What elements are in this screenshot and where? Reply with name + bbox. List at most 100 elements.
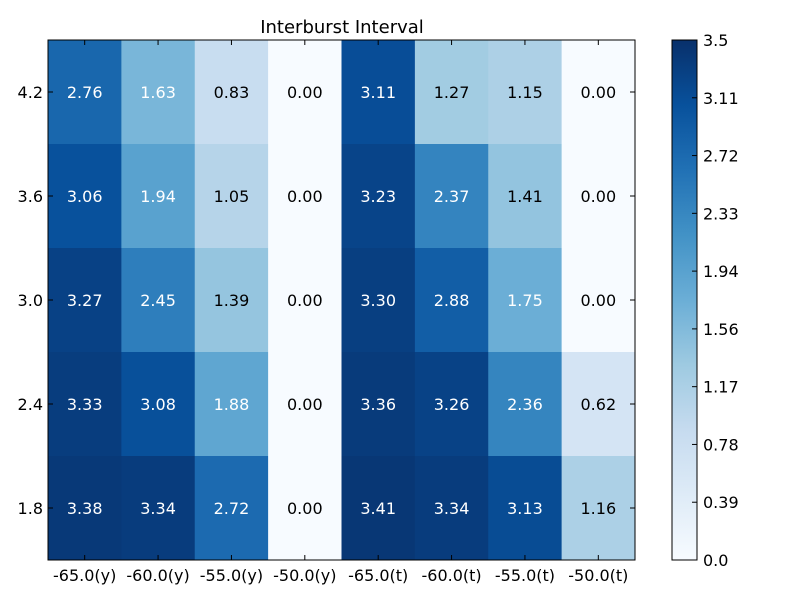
heatmap-cell	[341, 144, 416, 249]
colorbar	[671, 39, 698, 561]
cell-value-label: 0.62	[581, 395, 617, 414]
cell-value-label: 3.36	[360, 395, 396, 414]
heatmap-cell	[488, 144, 563, 249]
y-tick-label: 2.4	[18, 395, 43, 414]
cell-value-label: 0.00	[581, 187, 617, 206]
cell-value-label: 3.06	[67, 187, 103, 206]
colorbar-tick-label: 2.33	[703, 204, 739, 223]
cell-value-label: 3.13	[507, 499, 543, 518]
cell-value-label: 3.11	[360, 83, 396, 102]
heatmap-cell	[561, 40, 636, 145]
cell-value-label: 1.15	[507, 83, 543, 102]
heatmap-cell	[268, 40, 342, 145]
x-tick-label: -50.0(y)	[273, 566, 336, 585]
cell-value-label: 1.75	[507, 291, 543, 310]
heatmap-cell	[268, 352, 342, 457]
cell-value-label: 1.63	[140, 83, 176, 102]
heatmap-cell	[414, 352, 489, 457]
x-tick-label: -50.0(t)	[568, 566, 628, 585]
x-tick-label: -55.0(y)	[200, 566, 263, 585]
cell-value-label: 1.94	[140, 187, 176, 206]
colorbar-axis: 0.0 0.39 0.78 1.17 1.56 1.94 2.33 2.72 3.11 3.5	[692, 31, 739, 570]
cell-value-label: 3.23	[360, 187, 396, 206]
cell-value-label: 1.41	[507, 187, 543, 206]
cell-value-label: 1.16	[581, 499, 617, 518]
heatmap-cell	[488, 352, 563, 457]
cell-value-label: 3.33	[67, 395, 103, 414]
heatmap-cell	[121, 456, 196, 561]
heatmap-cell	[414, 40, 489, 145]
colorbar-tick-label: 0.39	[703, 493, 739, 512]
x-tick-label: -60.0(y)	[126, 566, 189, 585]
heatmap-cell	[48, 40, 122, 145]
x-tick-label: -65.0(y)	[53, 566, 116, 585]
heatmap-cell	[194, 352, 269, 457]
cell-value-label: 0.00	[581, 83, 617, 102]
y-axis: 4.2 3.6 3.0 2.4 1.8	[18, 83, 635, 518]
y-tick-label: 3.6	[18, 187, 43, 206]
heatmap-cell	[561, 352, 636, 457]
heatmap-cell	[121, 40, 196, 145]
heatmap-cell	[48, 144, 122, 249]
heatmap-cell	[561, 456, 636, 561]
cell-value-label: 3.34	[434, 499, 470, 518]
colorbar-tick-label: 1.94	[703, 262, 739, 281]
cell-value-label: 0.00	[287, 83, 323, 102]
cell-value-label: 0.00	[287, 187, 323, 206]
colorbar-tick-label: 3.11	[703, 89, 739, 108]
cell-value-label: 0.00	[287, 395, 323, 414]
x-tick-label: -65.0(t)	[348, 566, 408, 585]
x-axis: -65.0(y) -60.0(y) -55.0(y) -50.0(y) -65.0(t)…	[53, 40, 628, 585]
heatmap-cell	[341, 456, 416, 561]
y-tick-label: 1.8	[18, 499, 43, 518]
cell-value-label: 3.38	[67, 499, 103, 518]
cell-value-label: 3.26	[434, 395, 470, 414]
heatmap-cell	[48, 352, 122, 457]
cell-value-label: 2.76	[67, 83, 103, 102]
heatmap-cell	[268, 144, 342, 249]
heatmap-cell	[194, 248, 269, 353]
heatmap-cell	[268, 456, 342, 561]
colorbar-tick-label: 0.78	[703, 435, 739, 454]
heatmap-cell	[341, 40, 416, 145]
cell-value-label: 1.39	[214, 291, 250, 310]
heatmap-cell	[414, 456, 489, 561]
cell-value-label: 3.30	[360, 291, 396, 310]
heatmap-cell	[341, 352, 416, 457]
heatmap-cell	[121, 144, 196, 249]
cell-value-label: 0.83	[214, 83, 250, 102]
heatmap-cell	[268, 248, 342, 353]
heatmap-cell	[121, 352, 196, 457]
cell-value-label: 2.72	[214, 499, 250, 518]
heatmap-cell	[561, 144, 636, 249]
cell-value-label: 3.41	[360, 499, 396, 518]
cell-value-label: 2.45	[140, 291, 176, 310]
cell-value-label: 3.34	[140, 499, 176, 518]
cell-value-label: 2.88	[434, 291, 470, 310]
cell-value-label: 2.36	[507, 395, 543, 414]
heatmap-cell	[194, 456, 269, 561]
cell-value-label: 0.00	[581, 291, 617, 310]
x-tick-label: -60.0(t)	[421, 566, 481, 585]
heatmap-cell	[488, 40, 563, 145]
heatmap-cell	[194, 40, 269, 145]
heatmap-cell	[488, 248, 563, 353]
colorbar-tick-label: 1.56	[703, 320, 739, 339]
cell-value-label: 1.88	[214, 395, 250, 414]
heatmap-cell	[488, 456, 563, 561]
y-tick-label: 4.2	[18, 83, 43, 102]
heatmap-cell	[341, 248, 416, 353]
heatmap-cell	[414, 248, 489, 353]
heatmap-cells	[48, 40, 636, 561]
colorbar-tick-label: 1.17	[703, 378, 739, 397]
y-tick-label: 3.0	[18, 291, 43, 310]
heatmap-cell	[48, 456, 122, 561]
heatmap-cell	[121, 248, 196, 353]
heatmap-cell-labels: 2.76 1.63 0.83 0.00 3.11 1.27 1.15 0.00 3.06 1.94…	[67, 83, 616, 518]
chart-title: Interburst Interval	[260, 17, 424, 38]
cell-value-label: 1.05	[214, 187, 250, 206]
heatmap-cell	[561, 248, 636, 353]
heatmap-cell	[48, 248, 122, 353]
cell-value-label: 0.00	[287, 291, 323, 310]
cell-value-label: 3.27	[67, 291, 103, 310]
